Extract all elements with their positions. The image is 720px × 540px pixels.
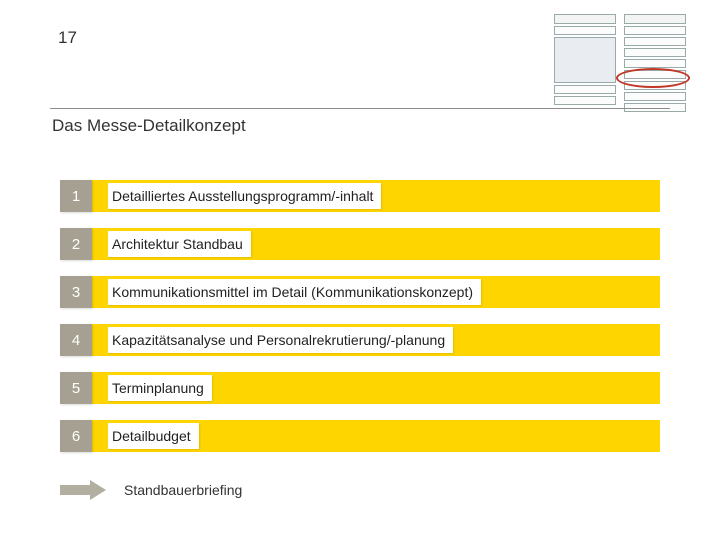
row-label-box: Architektur Standbau [108,231,251,257]
row-label: Kommunikationsmittel im Detail (Kommunik… [112,284,473,300]
concept-list: 1 Detailliertes Ausstellungsprogramm/-inh… [60,180,660,468]
highlight-ellipse [616,68,690,88]
row-label: Kapazitätsanalyse und Personalrekrutieru… [112,332,445,348]
row-label-box: Kommunikationsmittel im Detail (Kommunik… [108,279,481,305]
row-number: 6 [60,420,92,452]
row-label-box: Terminplanung [108,375,212,401]
row-label-box: Detailliertes Ausstellungsprogramm/-inha… [108,183,381,209]
arrow-callout: Standbauerbriefing [60,480,242,500]
row-number: 3 [60,276,92,308]
list-row: 3 Kommunikationsmittel im Detail (Kommuni… [60,276,660,308]
row-number: 4 [60,324,92,356]
list-row: 2 Architektur Standbau [60,228,660,260]
arrow-icon [60,480,106,500]
row-number: 1 [60,180,92,212]
page-number: 17 [58,28,77,48]
row-label-box: Detailbudget [108,423,199,449]
row-label: Detailbudget [112,428,191,444]
overview-thumbnail [550,10,690,102]
row-label-box: Kapazitätsanalyse und Personalrekrutieru… [108,327,453,353]
list-row: 5 Terminplanung [60,372,660,404]
row-number: 2 [60,228,92,260]
page-title: Das Messe-Detailkonzept [52,116,246,136]
row-label: Detailliertes Ausstellungsprogramm/-inha… [112,188,373,204]
list-row: 6 Detailbudget [60,420,660,452]
arrow-label: Standbauerbriefing [124,482,242,498]
list-row: 1 Detailliertes Ausstellungsprogramm/-inh… [60,180,660,212]
row-number: 5 [60,372,92,404]
row-label: Architektur Standbau [112,236,243,252]
slide: 17 Das Messe-Detailkonzept 1 Detaillierte… [0,0,720,540]
divider-line [50,108,670,109]
list-row: 4 Kapazitätsanalyse und Personalrekrutier… [60,324,660,356]
row-label: Terminplanung [112,380,204,396]
